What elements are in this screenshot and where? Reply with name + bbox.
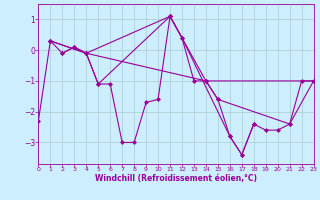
X-axis label: Windchill (Refroidissement éolien,°C): Windchill (Refroidissement éolien,°C) [95, 174, 257, 183]
